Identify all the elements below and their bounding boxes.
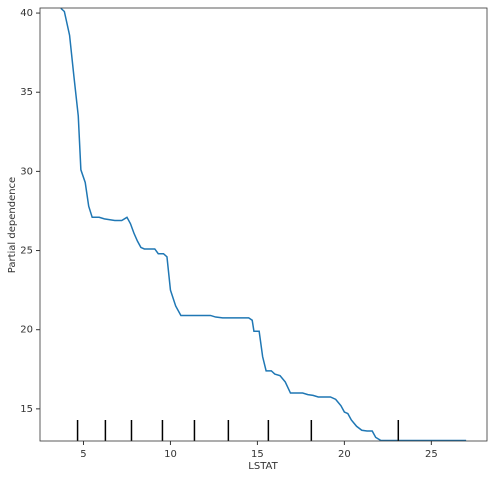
y-axis-label: Partial dependence — [7, 177, 18, 273]
y-tick-label: 15 — [20, 404, 33, 415]
x-tick-label: 10 — [164, 449, 177, 460]
x-tick-label: 5 — [80, 449, 86, 460]
y-tick-label: 30 — [20, 166, 33, 177]
line — [60, 8, 467, 441]
x-tick-label: 25 — [425, 449, 438, 460]
x-tick-label: 20 — [338, 449, 351, 460]
y-tick-label: 20 — [20, 325, 33, 336]
y-tick-label: 25 — [20, 246, 33, 257]
x-axis-label: LSTAT — [248, 461, 278, 472]
x-tick-label: 15 — [251, 449, 264, 460]
y-tick-label: 35 — [20, 87, 33, 98]
plot-frame — [39, 7, 488, 442]
y-tick-label: 40 — [20, 8, 33, 19]
